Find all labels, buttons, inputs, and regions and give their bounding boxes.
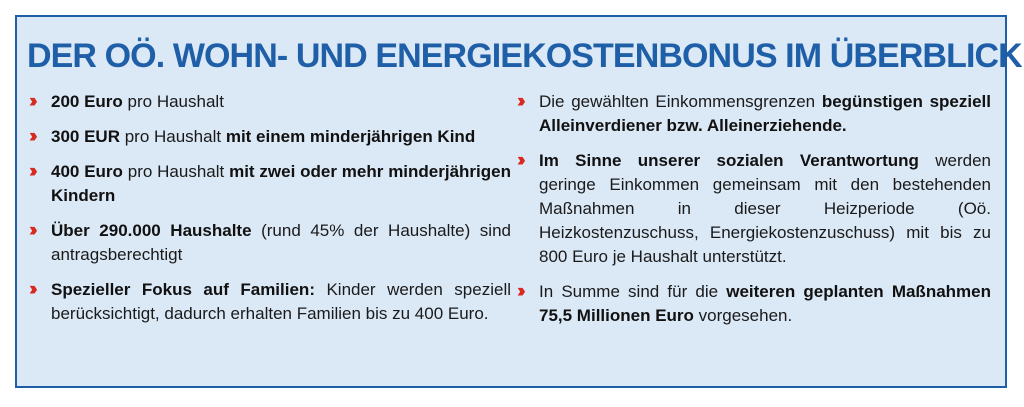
page-title: DER OÖ. WOHN- UND ENERGIEKOSTENBONUS IM … [27,37,1024,75]
double-chevron-right-icon: ›› [29,279,37,300]
bullet-item: ›› 200 Euro pro Haushalt [29,90,511,114]
bullet-text: vorgesehen. [693,306,793,325]
right-column: ›› Die gewählten Einkommensgrenzen begüns… [517,90,991,339]
bullet-bold-text: 300 EUR [51,127,120,146]
bullet-text: Die gewählten Einkommensgrenzen [539,92,822,111]
bullet-bold-text: mit zwei oder mehr minderjährigen Kinder… [51,162,511,205]
bullet-item: ›› In Summe sind für die weiteren geplant… [517,280,991,328]
bullet-bold-text: Im Sinne unserer sozialen Verantwortung [539,151,919,170]
double-chevron-right-icon: ›› [29,220,37,241]
double-chevron-right-icon: ›› [517,281,525,302]
bullet-bold-text: 200 Euro [51,92,123,111]
double-chevron-right-icon: ›› [517,150,525,171]
info-box: DER OÖ. WOHN- UND ENERGIEKOSTENBONUS IM … [15,15,1024,388]
double-chevron-right-icon: ›› [29,126,37,147]
double-chevron-right-icon: ›› [29,161,37,182]
bullet-bold-text: weiteren geplanten Maßnahmen 75,5 Millio… [539,282,991,325]
bullet-item: ›› Die gewählten Einkommensgrenzen begüns… [517,90,991,138]
bullet-bold-text: Über 290.000 Haushalte [51,221,252,240]
double-chevron-right-icon: ›› [29,91,37,112]
bullet-item: ›› Über 290.000 Haushalte (rund 45% der H… [29,219,511,267]
bullet-item: ›› 400 Euro pro Haushalt mit zwei oder me… [29,160,511,208]
bullet-item: ›› Spezieller Fokus auf Familien: Kinder … [29,278,511,326]
bullet-bold-text: 400 Euro [51,162,123,181]
bullet-text: Kinder werden speziell berücksichtigt, d… [51,280,511,323]
bullet-bold-text: Spezieller Fokus auf Familien: [51,280,315,299]
bullet-text: werden geringe Einkommen gemeinsam mit d… [539,151,991,266]
bullet-text: pro Haushalt [119,127,226,146]
bullet-text: (rund 45% der Haushalte) sind antragsber… [51,221,511,264]
bullet-item: ›› 300 EUR pro Haushalt mit einem minderj… [29,125,511,149]
left-column: ›› 200 Euro pro Haushalt ›› 300 EUR pro Hau… [29,90,511,337]
bullet-item: ›› Im Sinne unserer sozialen Verantwortun… [517,149,991,269]
bullet-text: pro Haushalt [122,92,224,111]
bullet-bold-text: mit einem minderjährigen Kind [225,127,476,146]
double-chevron-right-icon: ›› [517,91,525,112]
bullet-bold-text: begünstigen speziell Alleinverdiener bzw… [539,92,992,135]
bullet-text: pro Haushalt [122,162,230,181]
bullet-text: In Summe sind für die [539,282,727,301]
